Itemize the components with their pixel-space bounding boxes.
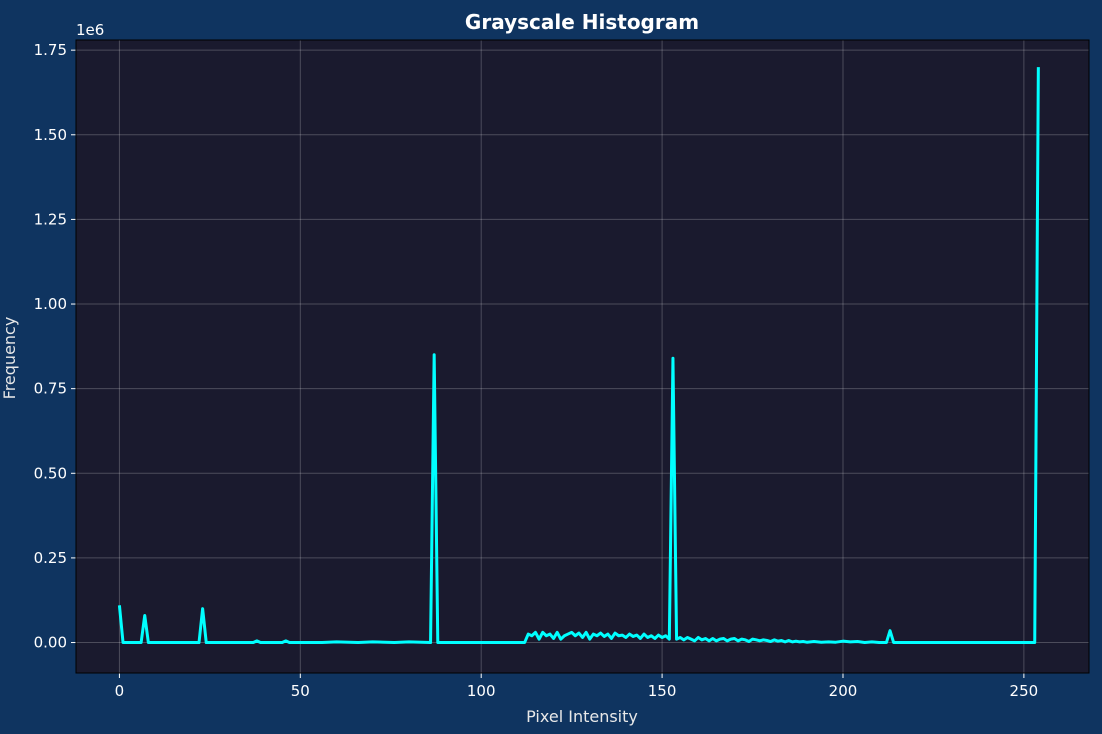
axis-ticks: 0 50 100 150 200 250 0.00 0.25 0.50 0.75 1.00 1.25 1… <box>34 41 1039 700</box>
plot-area <box>76 40 1089 673</box>
x-tick-label: 150 <box>648 682 677 700</box>
y-tick-label: 1.00 <box>34 295 67 313</box>
y-axis-label: Frequency <box>0 317 19 400</box>
x-tick-label: 50 <box>291 682 310 700</box>
x-tick-label: 0 <box>115 682 125 700</box>
histogram-line <box>117 67 1040 645</box>
y-tick-label: 0.50 <box>34 464 67 482</box>
plot-frame <box>75 39 1090 674</box>
y-tick-label: 1.75 <box>34 41 67 59</box>
chart-title: Grayscale Histogram <box>465 10 699 34</box>
x-axis-label: Pixel Intensity <box>526 707 638 726</box>
y-tick-label: 1.25 <box>34 210 67 228</box>
x-tick-label: 250 <box>1010 682 1039 700</box>
x-tick-label: 100 <box>467 682 496 700</box>
y-tick-label: 0.00 <box>34 634 67 652</box>
y-tick-label: 0.25 <box>34 549 67 567</box>
x-tick-label: 200 <box>829 682 858 700</box>
y-tick-label: 0.75 <box>34 380 67 398</box>
y-offset-label: 1e6 <box>76 21 104 39</box>
y-tick-label: 1.50 <box>34 126 67 144</box>
grid-lines <box>76 40 1089 673</box>
